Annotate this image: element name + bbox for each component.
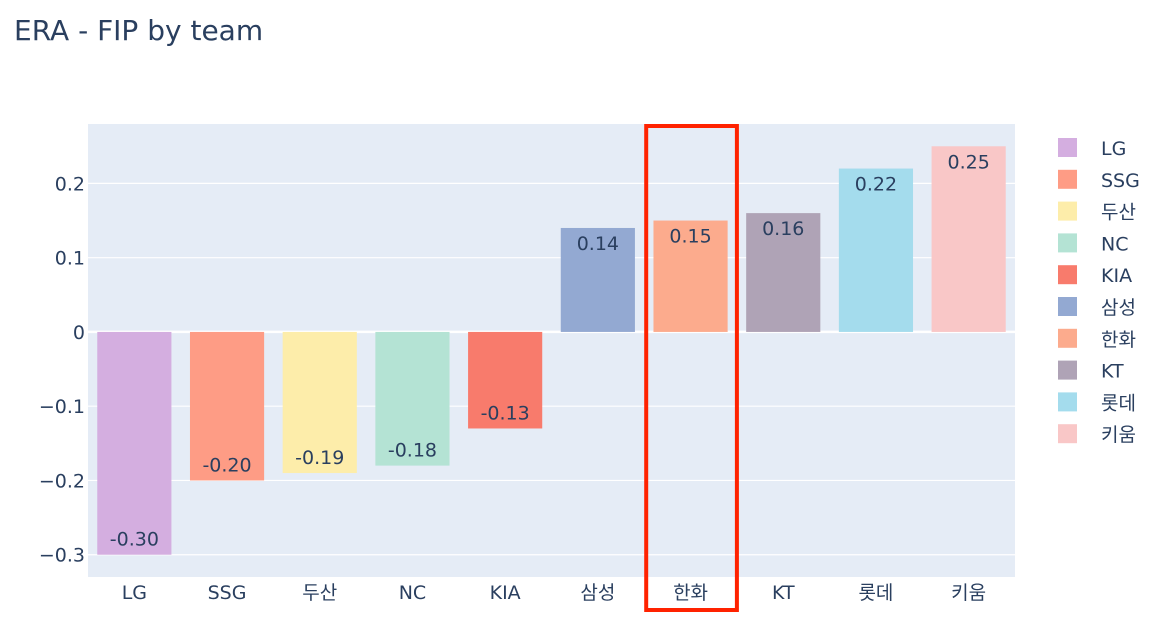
legend-item[interactable]: 두산 <box>1058 201 1136 224</box>
bar-value-label: 0.14 <box>577 233 619 255</box>
bar-삼성[interactable] <box>560 227 635 332</box>
legend-label: 두산 <box>1101 202 1136 224</box>
legend-swatch <box>1058 328 1077 348</box>
x-tick-label: KIA <box>490 582 521 604</box>
bar-value-label: -0.19 <box>295 447 344 469</box>
legend-swatch <box>1058 265 1077 285</box>
bar-KIA[interactable] <box>468 331 543 429</box>
legend-swatch <box>1058 169 1077 189</box>
legend-item[interactable]: 삼성 <box>1058 297 1136 319</box>
y-tick-label: 0.1 <box>55 248 85 270</box>
legend-label: SSG <box>1101 170 1140 192</box>
y-axis-ticks: 0.2 0.1 0 −0.1 −0.2 −0.3 <box>39 173 85 566</box>
bar-value-label: -0.13 <box>481 402 530 424</box>
legend-swatch <box>1058 201 1077 221</box>
x-tick-label: KT <box>772 582 795 604</box>
bars <box>97 146 1006 555</box>
bar-KT[interactable] <box>746 213 821 332</box>
bar-키움[interactable] <box>931 146 1006 332</box>
x-tick-label: 키움 <box>951 582 986 604</box>
bar-value-label: -0.30 <box>110 529 159 551</box>
bar-value-label: 0.22 <box>855 174 897 196</box>
legend-item[interactable]: 롯데 <box>1058 392 1136 414</box>
legend-item[interactable]: SSG <box>1058 169 1140 192</box>
bar-value-label: -0.20 <box>202 454 251 476</box>
legend-swatch <box>1058 138 1077 157</box>
legend-label: KIA <box>1101 265 1132 287</box>
legend-label: 삼성 <box>1101 297 1136 319</box>
legend-swatch <box>1058 424 1077 444</box>
legend-label: KT <box>1101 361 1124 383</box>
legend-item[interactable]: 키움 <box>1058 424 1136 446</box>
bar-value-label: 0.16 <box>762 218 804 240</box>
bar-value-label: 0.15 <box>669 226 711 248</box>
bar-롯데[interactable] <box>838 168 914 332</box>
legend-label: 한화 <box>1101 329 1136 351</box>
y-tick-label: 0.2 <box>55 173 85 195</box>
x-tick-label: SSG <box>208 582 247 604</box>
legend-label: 키움 <box>1101 424 1136 446</box>
legend-item[interactable]: NC <box>1058 233 1128 255</box>
bar-value-labels: -0.30 -0.20 -0.19 -0.18 -0.13 0.14 0.15 0.16 0.2… <box>110 151 990 550</box>
x-tick-label: NC <box>399 582 426 604</box>
legend-swatch <box>1058 297 1077 316</box>
bar-SSG[interactable] <box>189 331 265 481</box>
bar-NC[interactable] <box>375 331 450 466</box>
legend-swatch <box>1058 360 1077 380</box>
bar-한화[interactable] <box>653 220 728 332</box>
bar-두산[interactable] <box>282 331 357 474</box>
legend-swatch <box>1058 392 1077 412</box>
x-tick-label: 삼성 <box>580 582 615 604</box>
y-tick-label: 0 <box>73 322 85 344</box>
y-tick-label: −0.3 <box>39 545 85 567</box>
y-tick-label: −0.1 <box>39 396 85 418</box>
x-tick-label: LG <box>122 582 147 604</box>
legend-item[interactable]: 한화 <box>1058 328 1136 351</box>
y-tick-label: −0.2 <box>39 470 85 492</box>
legend-item[interactable]: KIA <box>1058 265 1132 287</box>
x-tick-label: 두산 <box>302 582 337 604</box>
bar-LG[interactable] <box>97 331 172 555</box>
x-axis-ticks: LG SSG 두산 NC KIA 삼성 한화 KT 롯데 키움 <box>122 582 986 604</box>
legend-item[interactable]: LG <box>1058 138 1126 160</box>
legend-label: LG <box>1101 138 1126 160</box>
highlight-box <box>644 124 739 612</box>
legend-label: 롯데 <box>1101 392 1136 414</box>
x-tick-label: 롯데 <box>858 582 893 604</box>
legend-label: NC <box>1101 233 1128 255</box>
bar-value-label: 0.25 <box>947 151 989 173</box>
bar-value-label: -0.18 <box>388 440 437 462</box>
legend-item[interactable]: KT <box>1058 360 1124 383</box>
x-tick-label: 한화 <box>673 582 708 604</box>
legend-swatch <box>1058 233 1077 253</box>
chart-title: ERA - FIP by team <box>14 14 263 47</box>
